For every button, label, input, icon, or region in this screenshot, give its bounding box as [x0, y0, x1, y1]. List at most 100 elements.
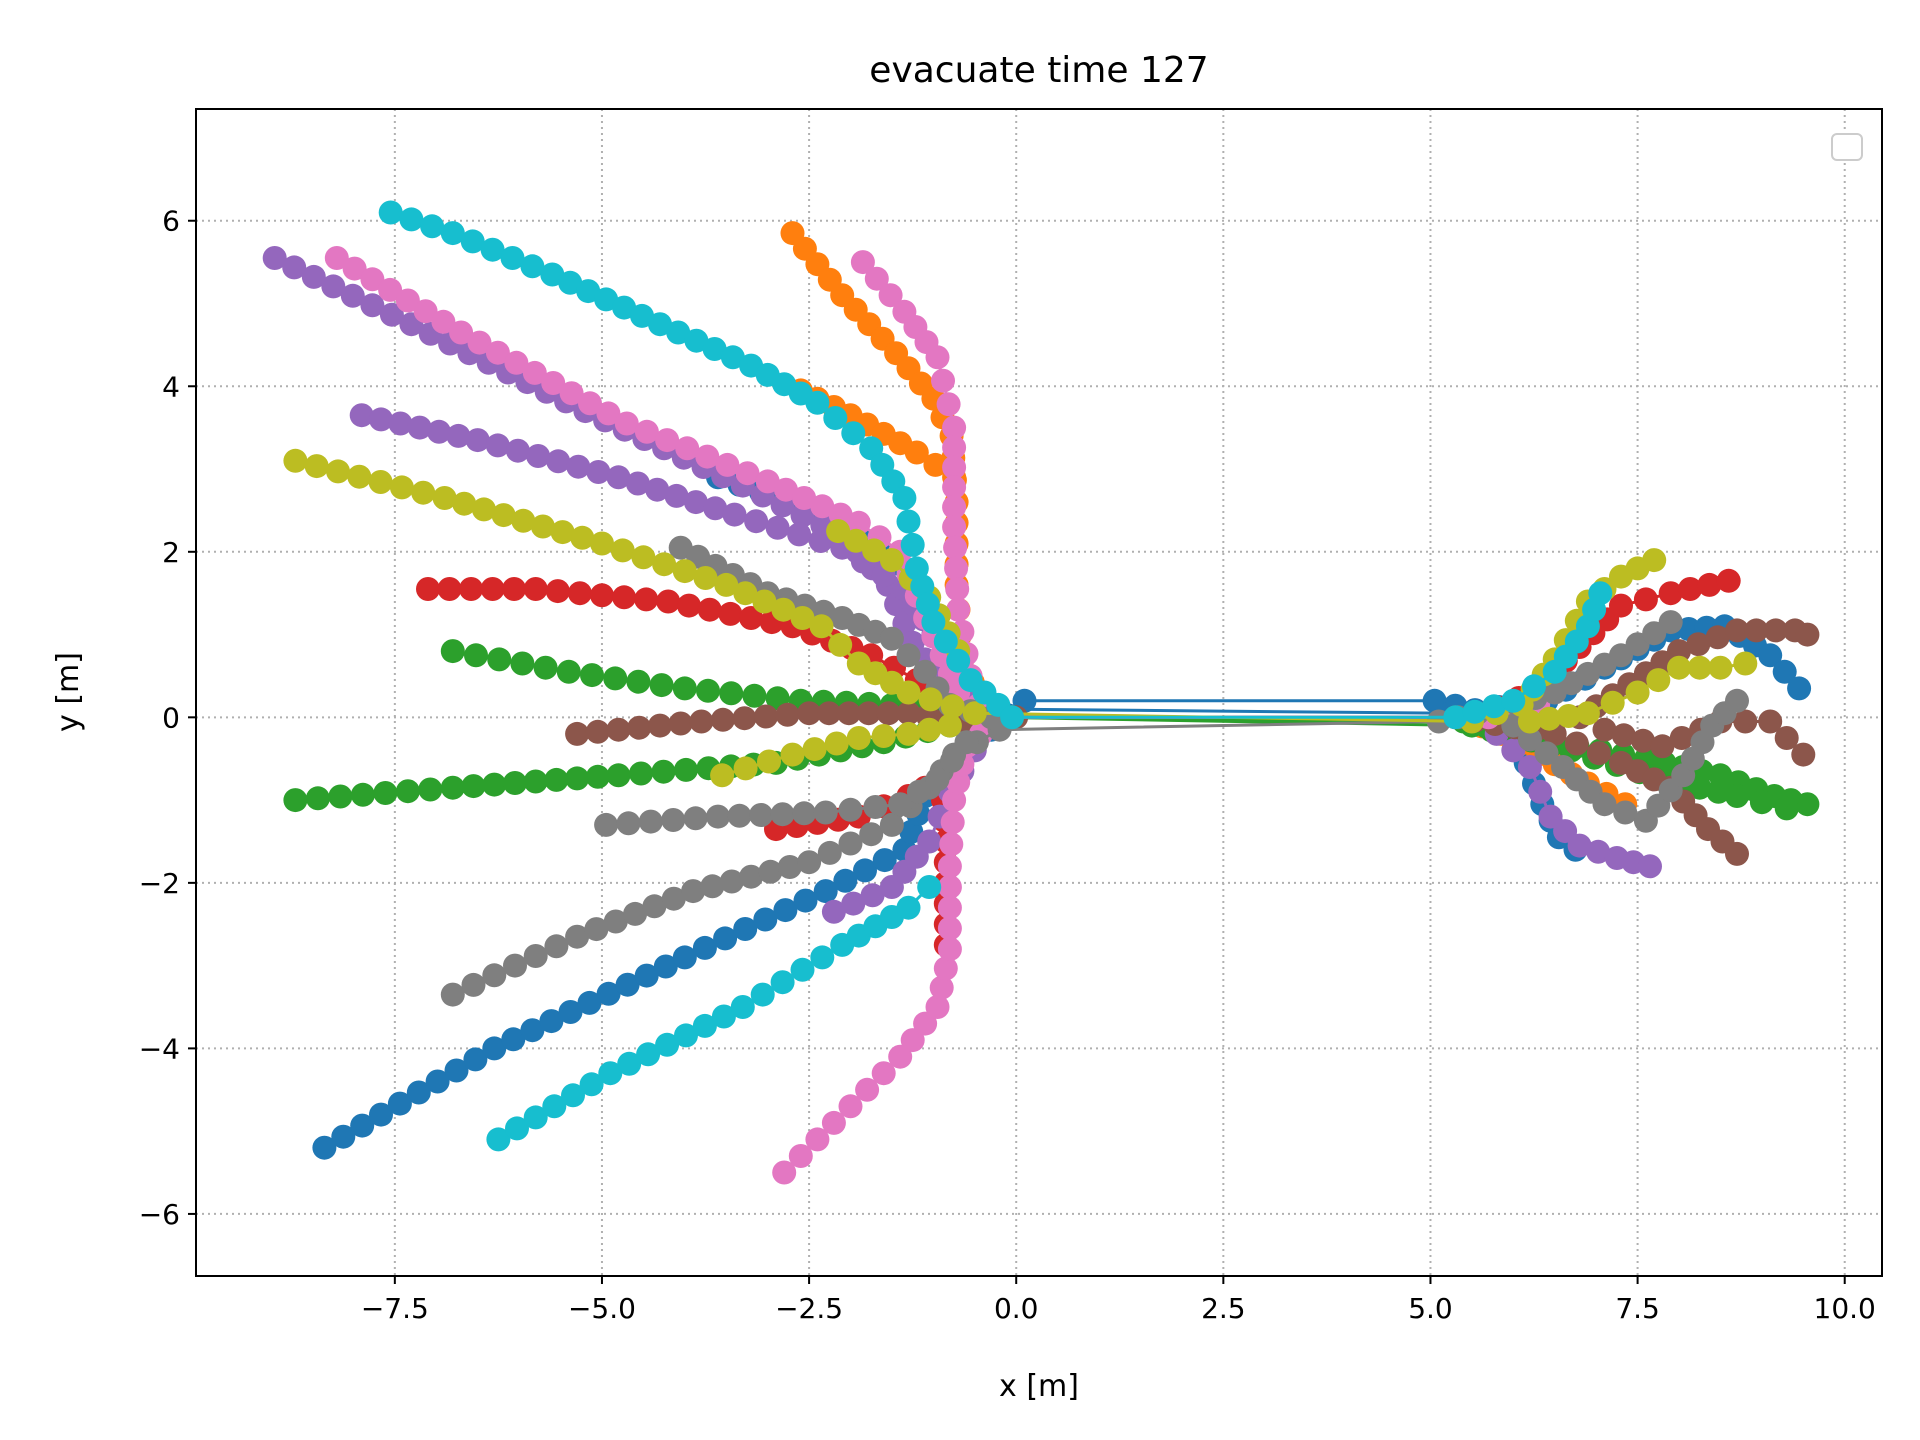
trajectory-point — [312, 1135, 337, 1160]
trajectory-point — [689, 709, 714, 734]
trajectory-point — [937, 895, 962, 920]
trajectory-point — [790, 957, 815, 982]
trajectory-point — [735, 461, 760, 486]
trajectory-point — [844, 528, 868, 553]
trajectory-point — [539, 1009, 564, 1034]
trajectory-point — [1564, 731, 1589, 756]
trajectory-point — [648, 312, 672, 337]
trajectory-point — [962, 701, 987, 726]
trajectory-point — [896, 509, 921, 534]
trajectory-point — [1795, 622, 1820, 647]
trajectory-point — [626, 669, 651, 694]
trajectory-point — [1588, 581, 1613, 606]
trajectory-point — [753, 907, 778, 932]
trajectory-point — [491, 503, 516, 528]
trajectory-point — [826, 519, 851, 544]
trajectory-point — [606, 717, 631, 742]
trajectory-point — [937, 916, 962, 941]
trajectory-point — [603, 666, 628, 691]
trajectory-point — [523, 577, 548, 601]
trajectory-point — [556, 659, 581, 684]
trajectory-point — [559, 381, 584, 406]
x-tick-label: 5.0 — [1408, 1292, 1453, 1325]
trajectory-point — [896, 701, 921, 726]
trajectory-point — [727, 803, 752, 828]
trajectory-point — [879, 812, 904, 837]
trajectory-point — [523, 769, 548, 794]
trajectory-point — [923, 452, 948, 477]
trajectory-point — [896, 721, 921, 746]
trajectory-point — [913, 659, 938, 684]
trajectory-point — [577, 990, 602, 1015]
chart-title: evacuate time 127 — [869, 50, 1208, 91]
trajectory-point — [1772, 659, 1797, 684]
trajectory-point — [388, 411, 413, 436]
trajectory-point — [612, 585, 637, 610]
trajectory-point — [1625, 680, 1650, 705]
trajectory-point — [693, 566, 718, 590]
trajectory-point — [838, 831, 863, 856]
trajectory-point — [379, 302, 404, 327]
trajectory-point — [946, 648, 971, 673]
trajectory-point — [418, 777, 443, 802]
trajectory-point — [1686, 632, 1711, 657]
trajectory-point — [369, 407, 393, 432]
trajectory-point — [879, 626, 904, 651]
trajectory-point — [917, 875, 942, 899]
trajectory-point — [668, 711, 693, 736]
trajectory-point — [838, 797, 863, 822]
trajectory-point — [733, 917, 758, 941]
trajectory-point — [674, 757, 698, 782]
trajectory-point — [1725, 618, 1749, 643]
trajectory-series — [1501, 688, 1749, 833]
trajectory-point — [461, 972, 486, 997]
trajectory-point — [504, 350, 529, 375]
trajectory-point — [1517, 727, 1542, 752]
trajectory-point — [931, 368, 955, 393]
trajectory-point — [917, 829, 942, 854]
trajectory-point — [684, 328, 709, 353]
trajectory-point — [675, 436, 700, 461]
trajectory-point — [378, 200, 403, 225]
trajectory-point — [813, 879, 838, 904]
trajectory-point — [871, 724, 896, 748]
trajectory-point — [939, 832, 964, 857]
trajectory-point — [558, 270, 583, 295]
trajectory-point — [459, 577, 484, 601]
trajectory-series — [378, 200, 1613, 730]
trajectory-point — [1611, 723, 1636, 748]
trajectory-point — [1774, 726, 1799, 750]
axes: −7.5 −5.0 −2.5 0.0 2.5 5.0 7.5 10.0 −6 −4 −2 0 2 4 6 — [139, 205, 1876, 1325]
trajectory-point — [596, 401, 621, 426]
trajectory-point — [787, 522, 812, 547]
trajectory-point — [683, 490, 708, 515]
trajectory-point — [606, 465, 631, 490]
trajectory-point — [590, 583, 614, 608]
trajectory-point — [1517, 709, 1542, 734]
trajectory-point — [387, 1091, 412, 1116]
trajectory-point — [900, 532, 925, 557]
trajectory-point — [1708, 655, 1733, 680]
trajectory-point — [505, 1116, 529, 1141]
trajectory-point — [697, 597, 722, 622]
trajectory-point — [460, 229, 485, 254]
trajectory-point — [810, 494, 835, 519]
trajectory-point — [446, 423, 471, 448]
trajectory-point — [616, 811, 641, 836]
trajectory-point — [652, 552, 677, 577]
trajectory-point — [802, 737, 827, 762]
trajectory-point — [634, 963, 659, 988]
trajectory-point — [755, 469, 780, 494]
trajectory-point — [681, 879, 706, 904]
trajectory-point — [349, 403, 374, 428]
trajectory-point — [1687, 655, 1712, 680]
trajectory-point — [542, 1094, 567, 1119]
trajectory-point — [838, 1094, 863, 1119]
trajectory-point — [1642, 548, 1667, 573]
trajectory-point — [771, 597, 796, 622]
trajectory-point — [304, 454, 329, 479]
trajectory-point — [710, 707, 735, 732]
trajectory-point — [692, 935, 717, 960]
trajectory-point — [1733, 709, 1758, 734]
trajectory-point — [368, 470, 393, 494]
